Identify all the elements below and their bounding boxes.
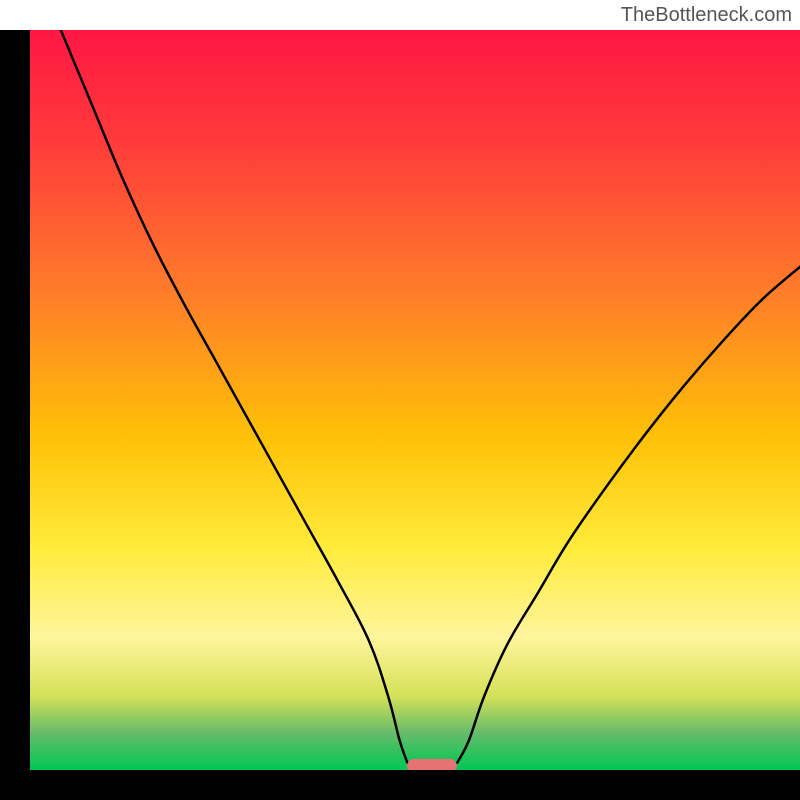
gradient-background bbox=[30, 30, 800, 770]
chart-container: TheBottleneck.com bbox=[0, 0, 800, 800]
axis-border-left bbox=[0, 0, 30, 800]
bottleneck-curve-chart bbox=[0, 0, 800, 800]
axis-border-bottom bbox=[0, 770, 800, 800]
watermark-text: TheBottleneck.com bbox=[621, 4, 792, 27]
